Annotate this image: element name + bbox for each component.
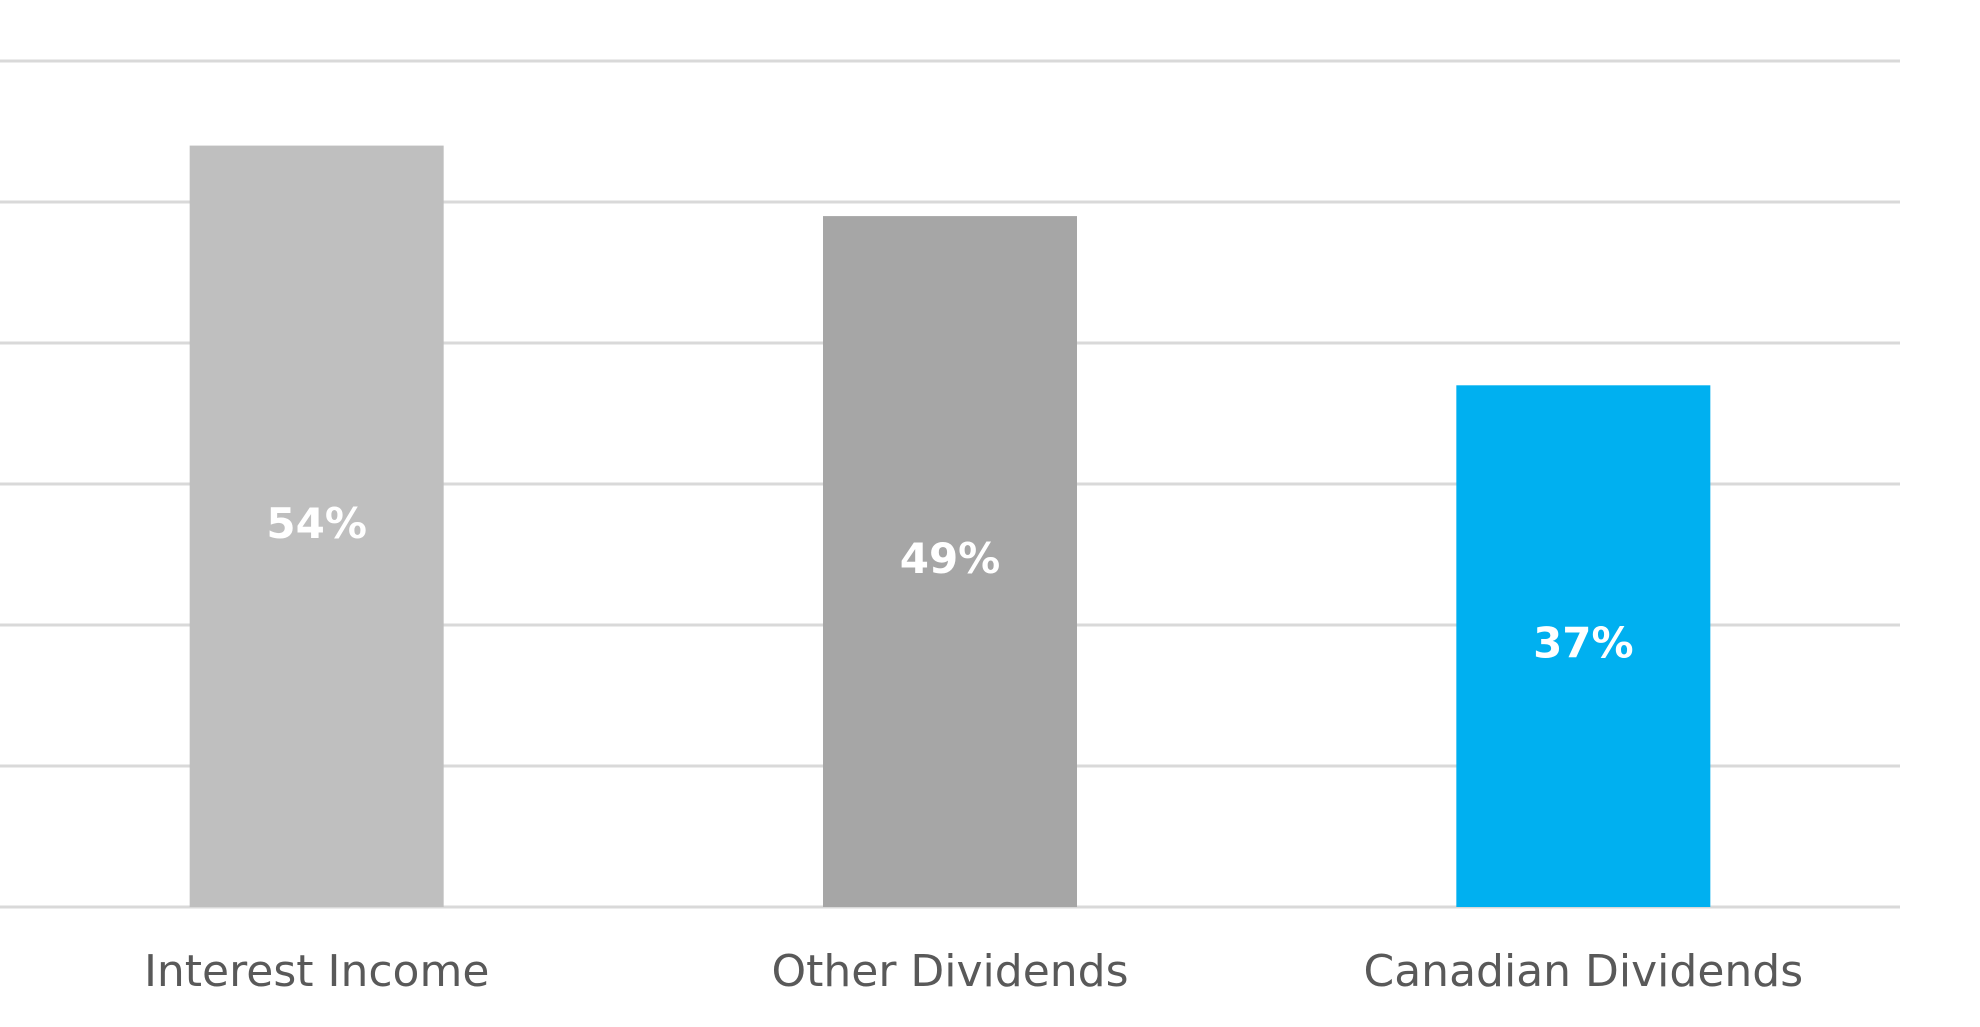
category-label: Interest Income <box>144 946 489 997</box>
bars <box>189 145 1711 908</box>
category-label: Canadian Dividends <box>1364 946 1804 997</box>
data-labels: 54% 49% 37% <box>266 499 1633 668</box>
bar-data-label: 54% <box>266 499 367 548</box>
bar-data-label: 37% <box>1533 619 1634 668</box>
bar <box>1456 385 1711 907</box>
bar-data-label: 49% <box>900 534 1001 583</box>
category-label: Other Dividends <box>771 946 1128 997</box>
bar <box>823 216 1077 908</box>
category-axis-labels: Interest Income Other Dividends Canadian D… <box>144 946 1803 997</box>
bar <box>189 145 444 908</box>
